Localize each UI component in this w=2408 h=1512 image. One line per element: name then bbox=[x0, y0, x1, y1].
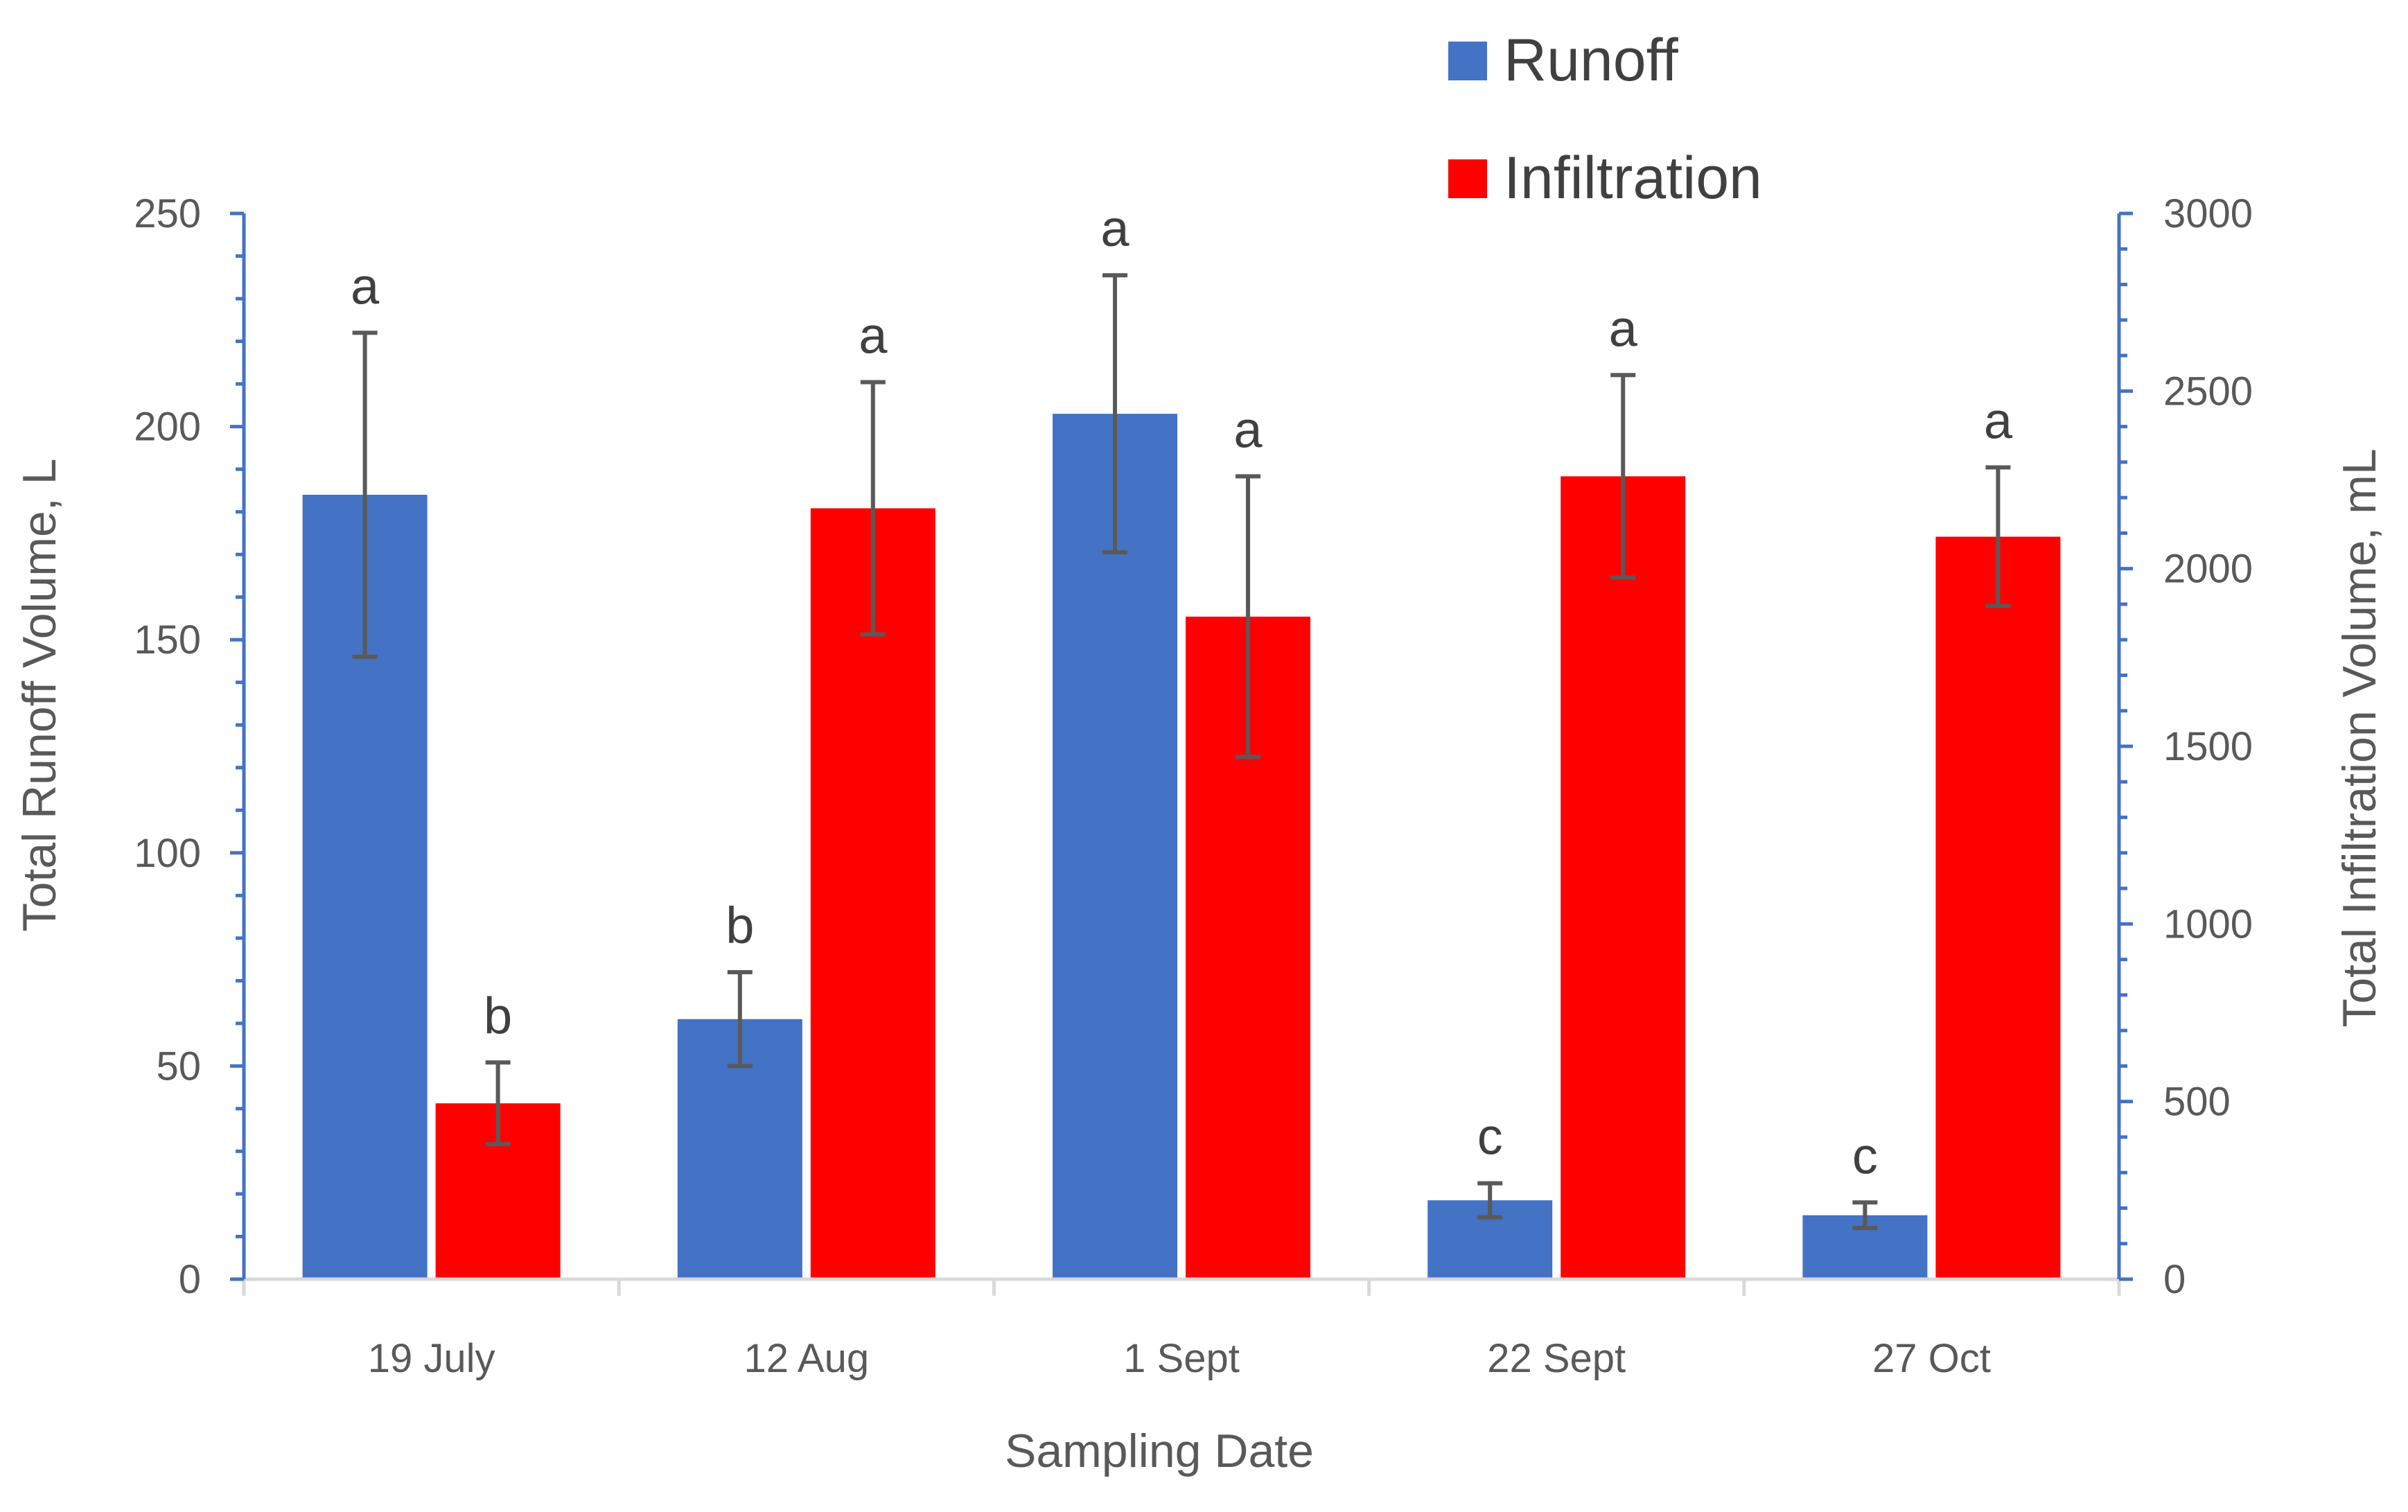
significance-letter-infiltration-5: a bbox=[1984, 392, 2013, 450]
y-right-tick-label-0: 0 bbox=[2163, 1257, 2186, 1302]
legend-swatch-runoff bbox=[1448, 42, 1487, 80]
axes: 19 July 12 Aug 1 Sept 22 Sept 27 Oct 0 50 100 15… bbox=[134, 191, 2253, 1381]
legend-label-infiltration: Infiltration bbox=[1504, 145, 1762, 211]
y-left-tick-label-150: 150 bbox=[134, 617, 201, 662]
plot-area: a b a c c b a a a a bbox=[302, 200, 2061, 1280]
y-left-axis-title: Total Runoff Volume, L bbox=[13, 459, 66, 932]
y-right-tick-label-2500: 2500 bbox=[2163, 369, 2253, 414]
significance-letter-runoff-2: b bbox=[726, 897, 754, 954]
significance-letter-runoff-3: a bbox=[1100, 200, 1130, 257]
y-right-tick-label-2000: 2000 bbox=[2163, 547, 2253, 592]
y-right-tick-label-3000: 3000 bbox=[2163, 191, 2253, 236]
x-tick-label-1: 19 July bbox=[368, 1336, 495, 1381]
bar-runoff-3 bbox=[1053, 414, 1177, 1279]
x-tick-label-2: 12 Aug bbox=[744, 1336, 869, 1381]
y-right-axis-title: Total Infiltration Volume, mL bbox=[2333, 448, 2386, 1027]
x-tick-label-3: 1 Sept bbox=[1123, 1336, 1240, 1381]
bar-infiltration-2 bbox=[810, 508, 935, 1279]
y-right-tick-label-500: 500 bbox=[2163, 1080, 2231, 1125]
bar-infiltration-4 bbox=[1561, 476, 1686, 1280]
legend-swatch-infiltration bbox=[1448, 159, 1487, 198]
x-axis-title: Sampling Date bbox=[1005, 1425, 1314, 1477]
x-tick-label-4: 22 Sept bbox=[1487, 1336, 1626, 1381]
y-left-tick-label-250: 250 bbox=[134, 191, 201, 236]
significance-letter-infiltration-1: b bbox=[484, 987, 512, 1044]
significance-letter-runoff-5: c bbox=[1852, 1127, 1878, 1184]
significance-letter-infiltration-4: a bbox=[1609, 299, 1638, 357]
significance-letter-runoff-1: a bbox=[351, 257, 380, 315]
y-left-tick-label-0: 0 bbox=[179, 1257, 201, 1302]
y-left-tick-label-50: 50 bbox=[156, 1044, 201, 1089]
significance-letter-infiltration-3: a bbox=[1233, 401, 1263, 458]
significance-letter-runoff-4: c bbox=[1477, 1108, 1503, 1166]
legend-label-runoff: Runoff bbox=[1504, 27, 1679, 94]
y-left-tick-label-100: 100 bbox=[134, 831, 201, 876]
y-right-tick-label-1500: 1500 bbox=[2163, 724, 2253, 769]
x-tick-label-5: 27 Oct bbox=[1872, 1336, 1991, 1381]
y-right-tick-label-1000: 1000 bbox=[2163, 902, 2253, 947]
bar-infiltration-5 bbox=[1935, 536, 2061, 1280]
y-left-tick-label-200: 200 bbox=[134, 405, 201, 450]
significance-letter-infiltration-2: a bbox=[859, 307, 888, 364]
legend: Runoff Infiltration bbox=[1448, 27, 1762, 211]
